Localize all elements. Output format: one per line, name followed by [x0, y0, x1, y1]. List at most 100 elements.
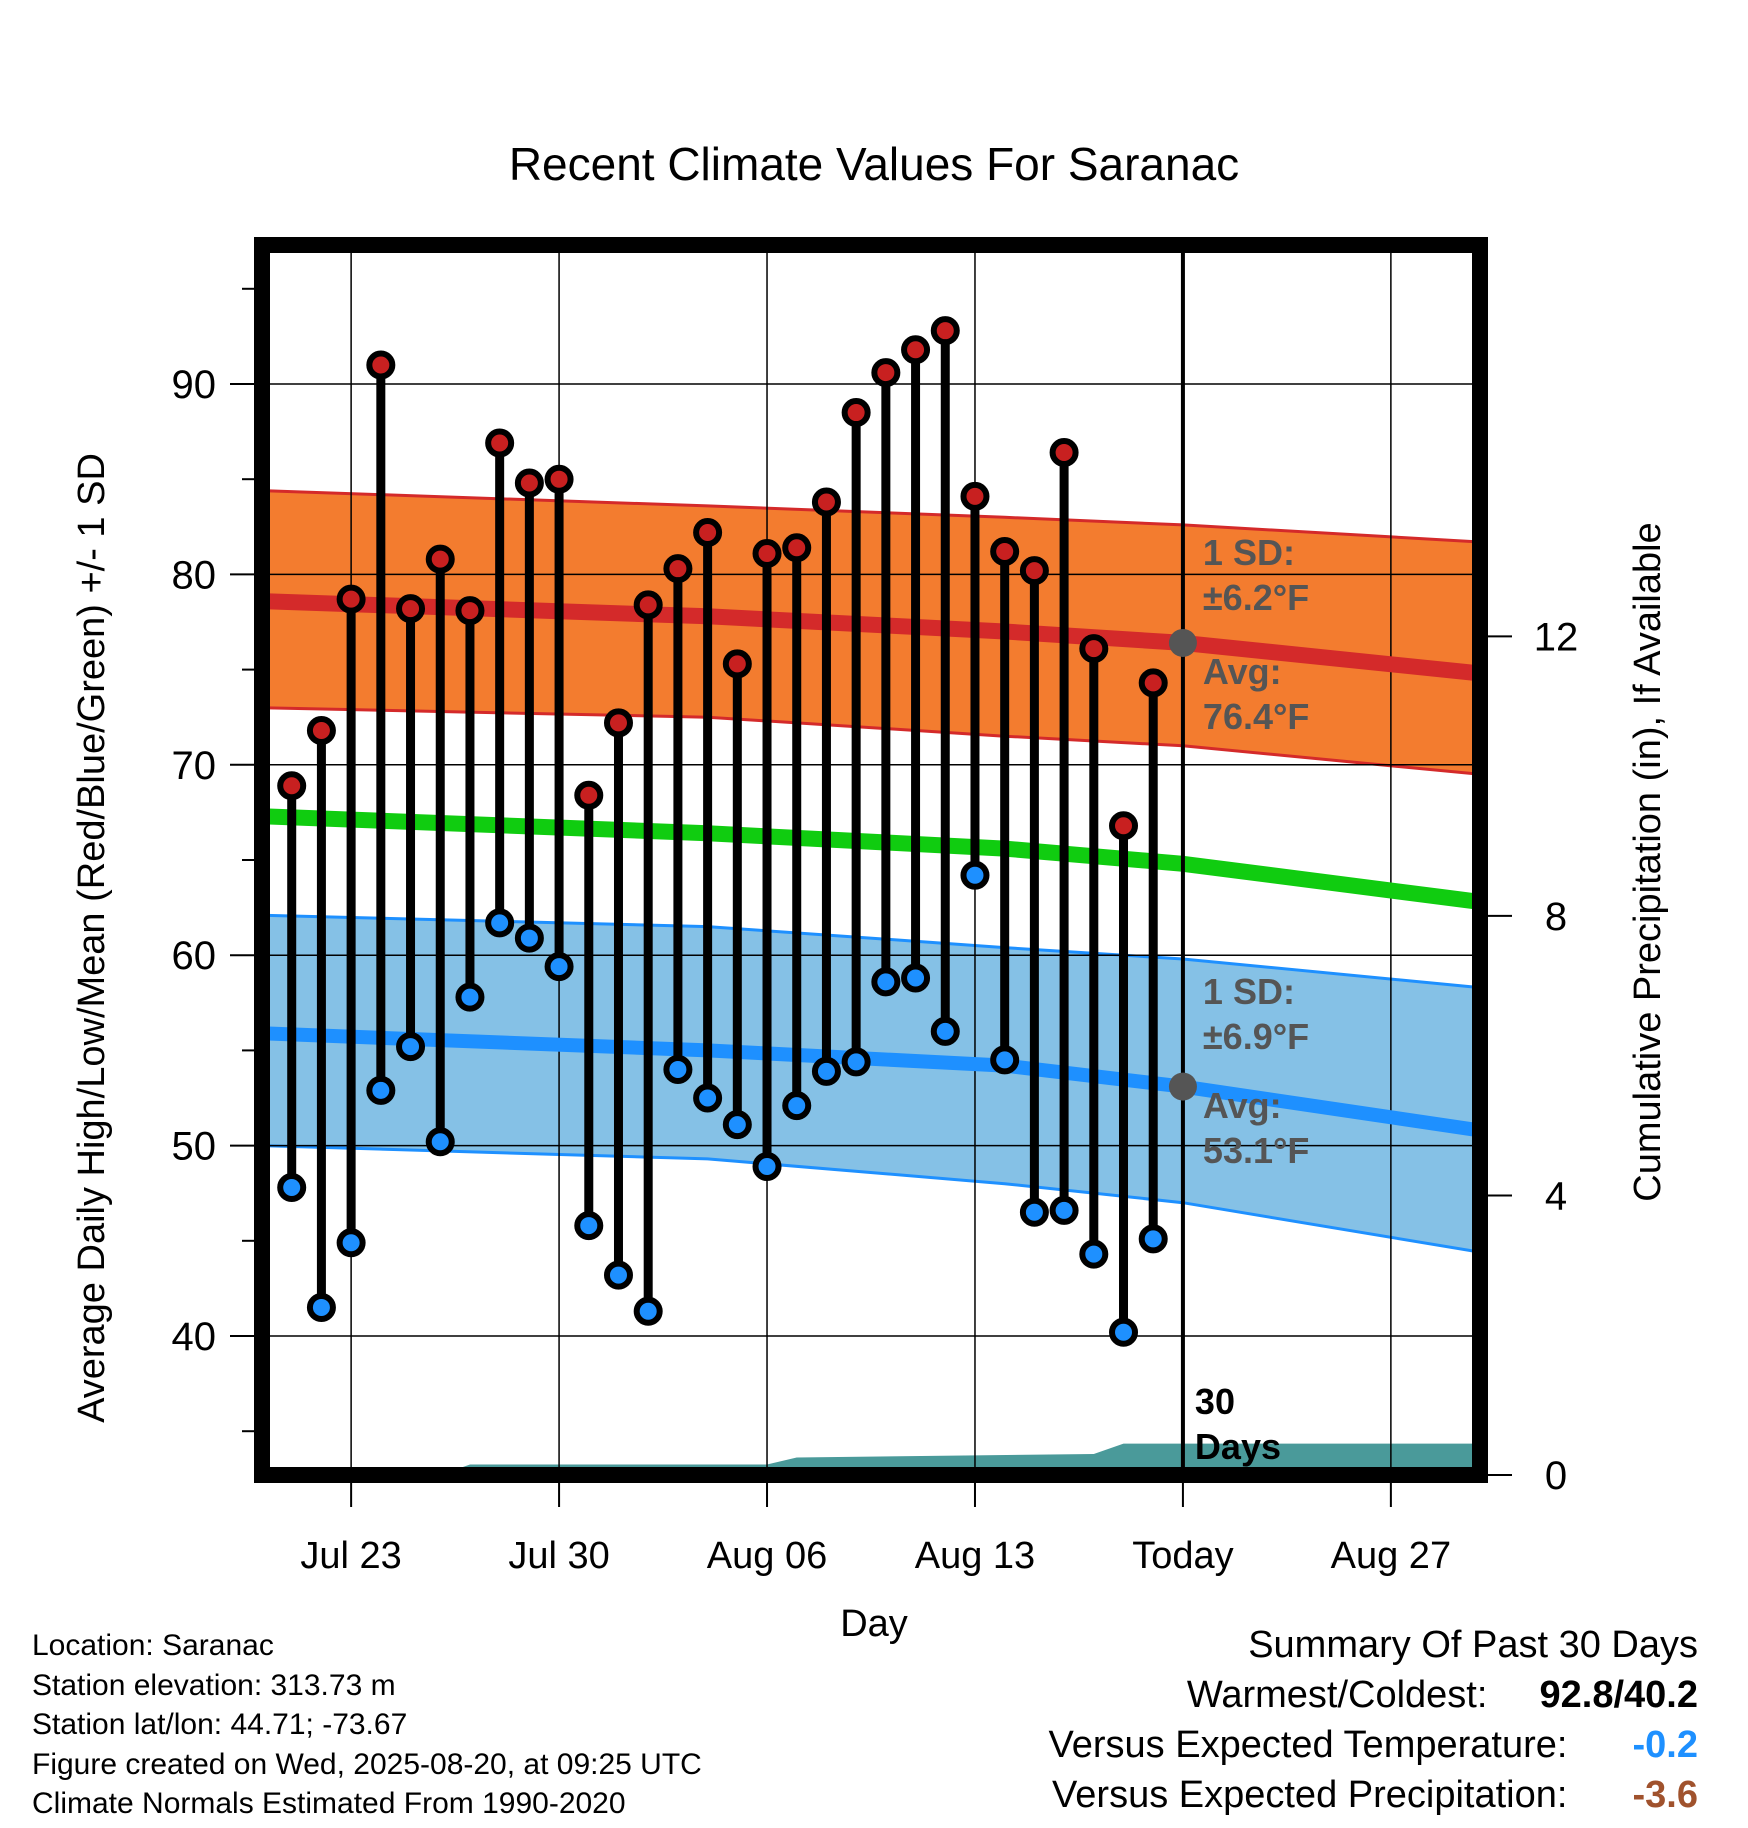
high-point [366, 350, 396, 380]
precip-value: -3.6 [1632, 1774, 1698, 1816]
low-point [960, 860, 990, 890]
high-point [544, 464, 574, 494]
low-point [336, 1228, 366, 1258]
high-point [633, 590, 663, 620]
y2-tick-label: 12 [1534, 615, 1579, 659]
high-avg-label: Avg: [1203, 651, 1282, 692]
station-info: Location: Saranac Station elevation: 313… [32, 1626, 702, 1824]
low-point [544, 952, 574, 982]
created-text: Figure created on Wed, 2025-08-20, at 09… [32, 1747, 702, 1781]
y2-tick-label: 4 [1545, 1174, 1567, 1218]
plot-frame [254, 237, 1488, 1483]
low-point [633, 1296, 663, 1326]
high-point [841, 398, 871, 428]
high-point [722, 649, 752, 679]
summary-warmest-row: Warmest/Coldest: 92.8/40.2 [1049, 1670, 1698, 1720]
precip-label: Versus Expected Precipitation: [1052, 1774, 1568, 1816]
high-point [782, 533, 812, 563]
summary-precip-row: Versus Expected Precipitation: -3.6 [1049, 1770, 1698, 1820]
low-point [485, 908, 515, 938]
high-point [603, 708, 633, 738]
high-point [277, 771, 307, 801]
low-point [1019, 1197, 1049, 1227]
y-tick-label: 50 [172, 1125, 217, 1169]
latlon-text: Station lat/lon: 44.71; -73.67 [32, 1708, 408, 1741]
summary-heading: Summary Of Past 30 Days [1248, 1624, 1698, 1666]
high-avg-value: 76.4°F [1203, 696, 1309, 737]
low-point [871, 967, 901, 997]
high-point [514, 468, 544, 498]
high-point [1138, 668, 1168, 698]
high-sd-value: ±6.2°F [1203, 577, 1309, 618]
low-point [1079, 1239, 1109, 1269]
low-point [574, 1211, 604, 1241]
high-point [811, 487, 841, 517]
normals-text: Climate Normals Estimated From 1990-2020 [32, 1787, 626, 1820]
chart-title: Recent Climate Values For Saranac [509, 138, 1239, 190]
location-text: Location: Saranac [32, 1629, 274, 1662]
high-point [693, 518, 723, 548]
high-point [485, 428, 515, 458]
low-point [1109, 1317, 1139, 1347]
y2-axis-label: Cumulative Precipitation (in), If Availa… [1627, 522, 1669, 1201]
low-point [811, 1056, 841, 1086]
low-sd-label: 1 SD: [1203, 971, 1295, 1012]
high-point [990, 537, 1020, 567]
high-point [336, 584, 366, 614]
high-point [396, 594, 426, 624]
temp-label: Versus Expected Temperature: [1048, 1724, 1568, 1766]
elevation-text: Station elevation: 313.73 m [32, 1668, 396, 1702]
today-low-avg-marker [1168, 1072, 1197, 1101]
today-high-avg-marker [1168, 628, 1197, 657]
warmest-value: 92.8/40.2 [1539, 1674, 1698, 1716]
summary-temp-row: Versus Expected Temperature: -0.2 [1049, 1720, 1698, 1770]
low-point [306, 1292, 336, 1322]
high-point [871, 358, 901, 388]
y-tick-label: 70 [172, 744, 217, 788]
high-point [1109, 811, 1139, 841]
low-sd-band-fill [262, 915, 1480, 1253]
low-point [1138, 1224, 1168, 1254]
x-tick-label: Aug 27 [1331, 1535, 1451, 1577]
low-point [396, 1032, 426, 1062]
low-point [990, 1045, 1020, 1075]
y-axis-label: Average Daily High/Low/Mean (Red/Blue/Gr… [71, 453, 113, 1423]
high-point [663, 554, 693, 584]
temp-value: -0.2 [1632, 1724, 1698, 1766]
high-point [901, 335, 931, 365]
y-tick-label: 80 [172, 553, 217, 597]
low-point [514, 923, 544, 953]
y2-tick-label: 8 [1545, 895, 1567, 939]
y-tick-label: 60 [172, 934, 217, 978]
x-tick-label: Aug 06 [707, 1535, 827, 1577]
high-point [455, 596, 485, 626]
today-label-line2: Days [1195, 1426, 1281, 1467]
low-point [1049, 1195, 1079, 1225]
low-avg-label: Avg: [1203, 1085, 1282, 1126]
low-point [663, 1054, 693, 1084]
today-label-line1: 30 [1195, 1381, 1235, 1422]
low-sd-value: ±6.9°F [1203, 1016, 1309, 1057]
high-point [425, 544, 455, 574]
low-avg-value: 53.1°F [1203, 1130, 1309, 1171]
high-point [960, 481, 990, 511]
low-point [366, 1075, 396, 1105]
y2-tick-label: 0 [1545, 1454, 1567, 1498]
low-point [930, 1016, 960, 1046]
y-tick-label: 40 [172, 1315, 217, 1359]
low-point [752, 1152, 782, 1182]
x-tick-label: Today [1132, 1535, 1233, 1577]
high-point [306, 716, 336, 746]
high-point [1019, 556, 1049, 586]
low-point [722, 1110, 752, 1140]
low-point [277, 1172, 307, 1202]
low-point [603, 1260, 633, 1290]
low-point [425, 1127, 455, 1157]
low-point [782, 1091, 812, 1121]
high-sd-label: 1 SD: [1203, 532, 1295, 573]
low-point [841, 1047, 871, 1077]
high-point [752, 538, 782, 568]
high-point [574, 780, 604, 810]
